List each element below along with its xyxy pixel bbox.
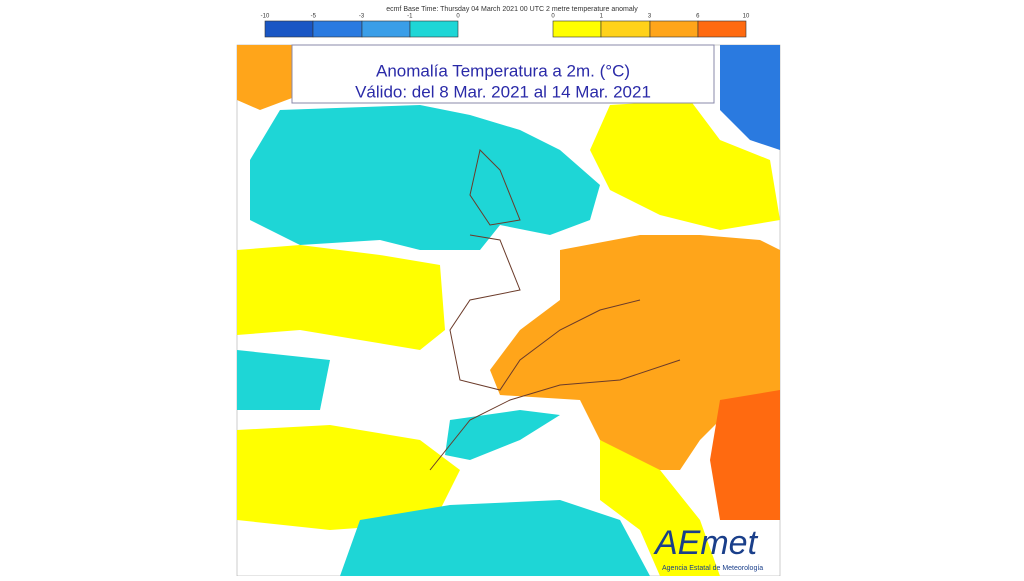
colorbar-label: 1 bbox=[600, 14, 604, 20]
cold-area bbox=[237, 350, 330, 410]
warm-area bbox=[237, 425, 460, 530]
colorbar-label: -10 bbox=[261, 14, 270, 20]
swatch bbox=[552, 20, 602, 38]
cold-colorbar bbox=[264, 20, 459, 38]
swatch bbox=[600, 20, 651, 38]
swatch bbox=[697, 20, 747, 38]
coastline bbox=[469, 149, 521, 226]
colorbar-label: 3 bbox=[648, 14, 652, 20]
swatch bbox=[312, 20, 363, 38]
cold-area bbox=[340, 500, 650, 576]
map bbox=[236, 44, 781, 577]
warm-area bbox=[490, 235, 780, 470]
header: ecmf Base Time: Thursday 04 March 2021 0… bbox=[386, 6, 638, 13]
colorbar-label: -3 bbox=[359, 14, 365, 20]
colorbar-label: 0 bbox=[456, 14, 460, 20]
colorbar-label: 10 bbox=[743, 14, 750, 20]
coastline bbox=[449, 234, 641, 391]
warm-area bbox=[710, 390, 780, 520]
swatch bbox=[649, 20, 699, 38]
title-box bbox=[291, 44, 715, 104]
swatch bbox=[409, 20, 459, 38]
cold-area bbox=[250, 105, 600, 250]
cold-area bbox=[445, 410, 560, 460]
warm-area bbox=[237, 45, 300, 110]
colorbar-label: -1 bbox=[407, 14, 413, 20]
cold-area bbox=[720, 45, 780, 150]
logo: AEmet bbox=[653, 524, 759, 562]
warm-colorbar bbox=[552, 20, 747, 38]
warm-area bbox=[600, 440, 720, 576]
warm-area bbox=[237, 245, 445, 350]
warm-area bbox=[590, 100, 780, 230]
swatch bbox=[264, 20, 314, 38]
title-line: Válido: del 8 Mar. 2021 al 14 Mar. 2021 bbox=[355, 82, 651, 101]
swatch bbox=[361, 20, 411, 38]
title-line: Anomalía Temperatura a 2m. (°C) bbox=[376, 61, 630, 80]
colorbar-label: 0 bbox=[551, 14, 555, 20]
logo-subtitle: Agencia Estatal de Meteorología bbox=[662, 565, 763, 572]
coastline bbox=[429, 359, 681, 471]
colorbar-label: 6 bbox=[696, 14, 700, 20]
colorbar-label: -5 bbox=[311, 14, 317, 20]
